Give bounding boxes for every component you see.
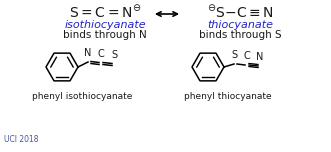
Text: isothiocyanate: isothiocyanate bbox=[64, 20, 146, 30]
Text: N: N bbox=[84, 48, 92, 58]
Text: phenyl thiocyanate: phenyl thiocyanate bbox=[184, 92, 272, 101]
Text: S: S bbox=[111, 50, 117, 60]
Text: $^{\mathsf{\ominus}}\mathsf{S{-}C{\equiv}N}$: $^{\mathsf{\ominus}}\mathsf{S{-}C{\equiv… bbox=[207, 4, 273, 21]
Text: N: N bbox=[256, 52, 264, 62]
Text: C: C bbox=[244, 51, 250, 61]
Text: UCI 2018: UCI 2018 bbox=[4, 135, 38, 144]
Text: binds through S: binds through S bbox=[199, 30, 281, 40]
Text: thiocyanate: thiocyanate bbox=[207, 20, 273, 30]
Text: phenyl isothiocyanate: phenyl isothiocyanate bbox=[32, 92, 132, 101]
Text: $\mathsf{S{=}C{=}N}^{\mathsf{\ominus}}$: $\mathsf{S{=}C{=}N}^{\mathsf{\ominus}}$ bbox=[69, 4, 141, 21]
Text: C: C bbox=[98, 49, 104, 59]
Text: binds through N: binds through N bbox=[63, 30, 147, 40]
Text: S: S bbox=[231, 50, 237, 60]
